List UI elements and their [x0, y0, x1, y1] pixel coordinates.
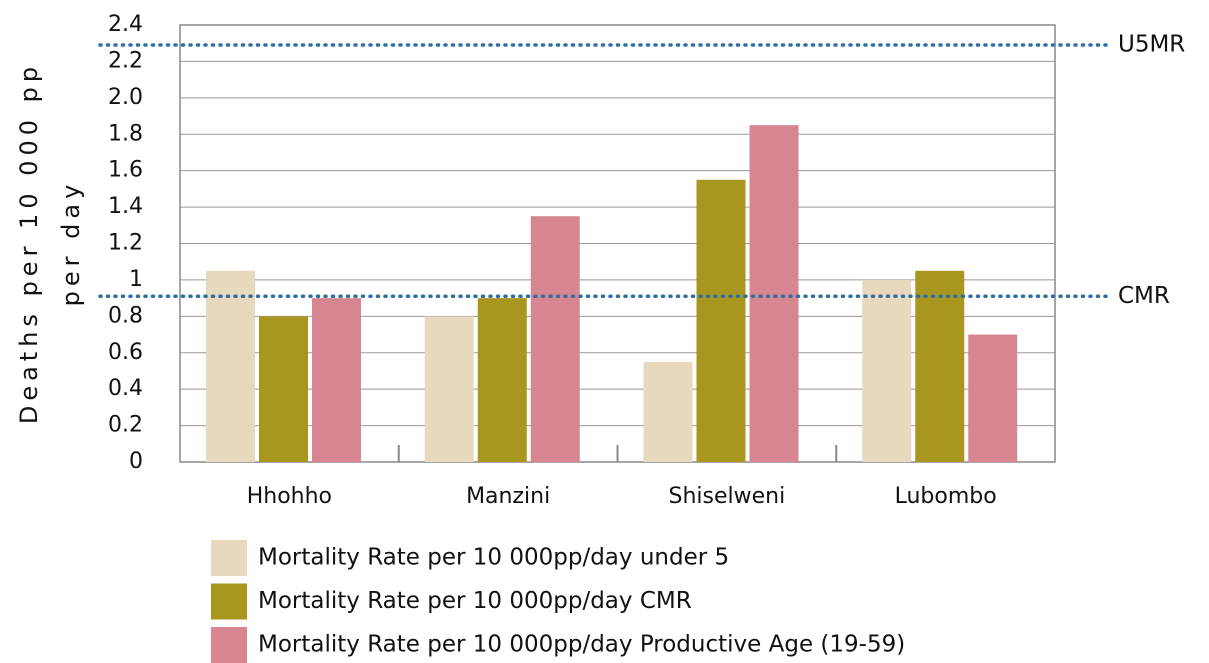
y-tick-label: 2.0 — [108, 85, 143, 110]
y-tick-label: 0.4 — [108, 376, 143, 401]
bar — [643, 361, 693, 462]
reference-label: U5MR — [1118, 32, 1185, 58]
y-tick-label: 1.4 — [108, 194, 143, 219]
bar — [530, 216, 580, 462]
legend-label: Mortality Rate per 10 000pp/day Producti… — [258, 632, 905, 658]
y-tick-label: 2.2 — [108, 48, 143, 73]
y-tick-label: 0.8 — [108, 303, 143, 328]
y-tick-label: 1.8 — [108, 121, 143, 146]
y-tick-label: 1 — [129, 267, 143, 292]
legend-swatch — [211, 627, 247, 663]
y-axis-label: Deaths per 10 000 pp per day — [15, 62, 85, 424]
bar — [477, 298, 527, 462]
x-tick-label: Lubombo — [895, 484, 997, 509]
y-tick-label: 0 — [129, 449, 143, 474]
bar — [749, 125, 799, 462]
legend-label: Mortality Rate per 10 000pp/day under 5 — [258, 545, 729, 571]
bar — [259, 316, 308, 462]
reference-label: CMR — [1118, 283, 1170, 309]
bar — [696, 179, 746, 463]
legend-label: Mortality Rate per 10 000pp/day CMR — [258, 588, 692, 614]
y-tick-label: 0.2 — [108, 413, 143, 438]
y-tick-label: 1.6 — [108, 158, 143, 183]
legend-swatch — [211, 540, 247, 576]
bar — [968, 334, 1018, 462]
x-tick-label: Shiselweni — [669, 484, 786, 509]
bar — [206, 270, 255, 462]
legend-swatch — [211, 583, 247, 620]
y-axis-label-line: Deaths per 10 000 pp — [15, 62, 43, 424]
bar — [424, 316, 474, 462]
bar — [312, 298, 361, 462]
bar — [915, 270, 965, 462]
y-tick-label: 1.2 — [108, 231, 143, 256]
y-tick-label: 2.4 — [108, 12, 143, 37]
bar — [862, 279, 912, 462]
x-tick-label: Hhohho — [247, 484, 332, 509]
x-tick-label: Manzini — [466, 484, 550, 509]
y-tick-label: 0.6 — [108, 340, 143, 365]
y-axis-label-line: per day — [57, 180, 85, 307]
